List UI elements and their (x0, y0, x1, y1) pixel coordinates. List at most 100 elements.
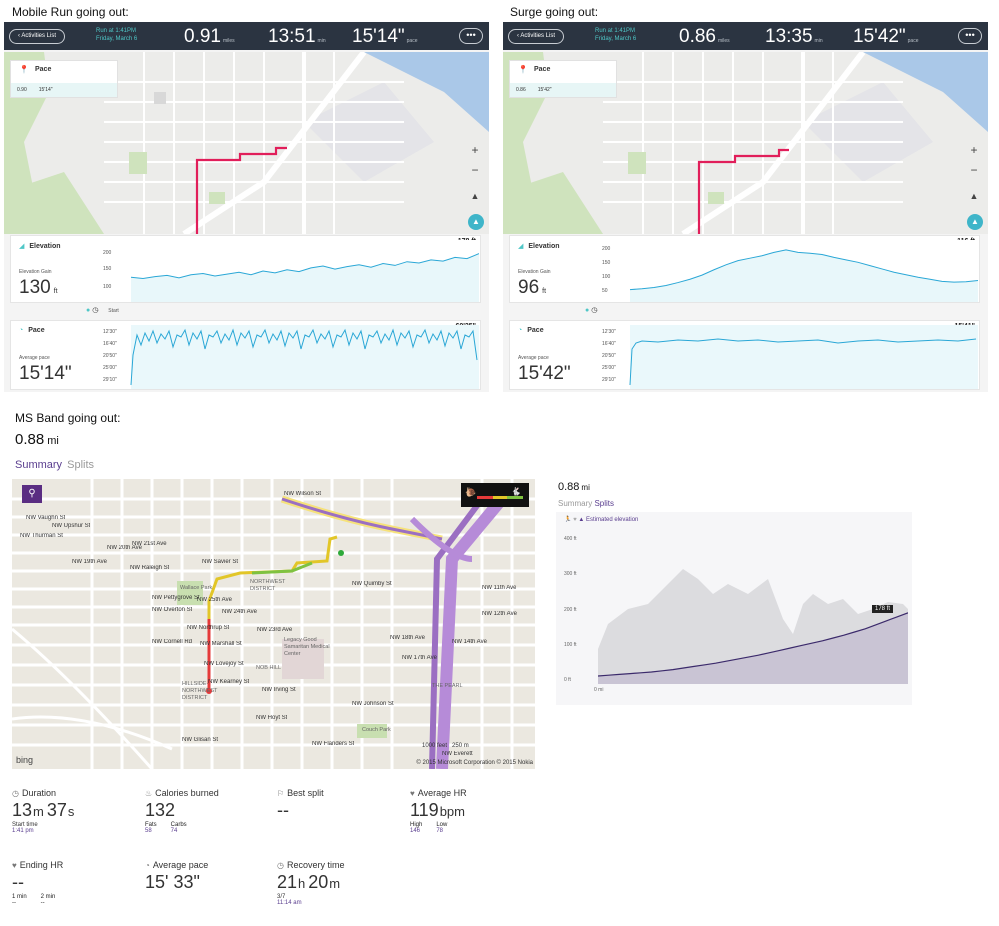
svg-text:🐇: 🐇 (511, 486, 521, 496)
pace-icon: ◔ (19, 327, 24, 334)
map-pace-box: 📍 Pace 0.86 15'42" (509, 60, 617, 98)
mobile-run-map[interactable]: 📍 Pace 0.90 15'14" + − ▲ ▲ (4, 52, 489, 234)
y-tick: 16'40" (602, 341, 616, 347)
recenter-icon[interactable]: ▲ (468, 214, 484, 230)
street-label: NW Wilson St (284, 491, 322, 497)
location-pin-icon: 📍 (518, 65, 528, 74)
street-label: NW 17th Ave (402, 655, 437, 661)
avg-pace-value: 15'14" (19, 363, 72, 384)
elevation-icon: ◢ (19, 243, 25, 250)
start-label: Start (108, 308, 119, 314)
pin-icon[interactable]: ● (585, 307, 590, 314)
place-label: Wallace Park (180, 585, 213, 591)
street-label: NW Marshall St (200, 641, 242, 647)
pace-chart-box: ◔ Pace Average pace 15'42" 12'30" 16'40" … (509, 320, 980, 390)
run-info: Run at 1:41PM Friday, March 6 (96, 28, 138, 42)
y-tick: 150 (103, 266, 112, 272)
clock-icon: ◷ (12, 789, 19, 798)
run-info: Run at 1:41PM Friday, March 6 (595, 28, 637, 42)
ms-band-distance: 0.88 mi (15, 431, 59, 448)
more-button[interactable]: ••• (459, 28, 483, 44)
street-label: NW 25th Ave (197, 597, 232, 603)
y-tick: 50 (602, 288, 608, 294)
y-tick: 29'10" (602, 377, 616, 383)
activities-list-button[interactable]: ‹ Activities List (508, 29, 564, 44)
zoom-out-icon[interactable]: − (471, 163, 479, 177)
flame-icon: ♨ (145, 789, 153, 798)
ms-band-elevation-panel: 0.88 mi Summary Splits 🏃 ♥ ▲ Estimated el… (556, 479, 912, 705)
mountain-icon[interactable]: ▲ (578, 517, 585, 523)
y-tick: 0 ft (564, 677, 571, 683)
surge-panel: ‹ Activities List Run at 1:41PM Friday, … (503, 22, 988, 392)
street-label: NW Lovejoy St (204, 661, 244, 667)
runner-icon[interactable]: 🏃 (564, 517, 572, 523)
search-icon[interactable]: ⚲ (22, 485, 42, 503)
clock-icon[interactable]: ◷ (591, 307, 598, 314)
elevation-icon: ◢ (518, 243, 524, 250)
place-label: NOB HILL (256, 665, 282, 671)
street-label: NW Kearney St (208, 679, 250, 685)
street-label: NW Thurman St (20, 533, 63, 539)
heart-icon: ♥ (12, 861, 17, 870)
street-label: NW 19th Ave (72, 559, 107, 565)
street-label: NW Vaughn St (26, 515, 66, 521)
duration-stat: 13:51 min (268, 26, 326, 47)
y-tick: 20'50" (103, 353, 117, 359)
tab-splits[interactable]: Splits (67, 459, 95, 471)
location-pin-icon: 📍 (19, 65, 29, 74)
estimated-elevation-line (598, 612, 908, 677)
tab-splits[interactable]: Splits (594, 499, 615, 508)
pace-stat: 15'42" pace (853, 26, 919, 47)
terrain-icon[interactable]: ▲ (470, 191, 480, 201)
street-label: NW Overton St (152, 607, 193, 613)
street-label: NW Irving St (262, 687, 296, 693)
surge-topbar: ‹ Activities List Run at 1:41PM Friday, … (503, 22, 988, 50)
y-tick: 300 ft (564, 571, 577, 577)
zoom-out-icon[interactable]: − (970, 163, 978, 177)
street-label: NW 24th Ave (222, 609, 257, 615)
pin-icon[interactable]: ● (86, 307, 91, 314)
mobile-run-title: Mobile Run going out: (12, 5, 129, 19)
street-label: NW Johnson St (352, 701, 394, 707)
zoom-in-icon[interactable]: + (471, 143, 479, 157)
calories-stat: ♨ Calories burned 132 Fats 58 Carbs 74 (145, 788, 219, 834)
distance-stat: 0.86 miles (679, 26, 730, 47)
avg-pace-label: Average pace (19, 355, 50, 361)
heart-icon[interactable]: ♥ (573, 517, 577, 523)
street-label: NW Glisan St (182, 737, 219, 743)
place-label: Legacy Good Samaritan Medical Center (284, 637, 330, 657)
flag-icon: ⚐ (277, 789, 285, 798)
tab-summary[interactable]: Summary (15, 459, 63, 471)
ms-band-map[interactable]: ⚲ 🐌 🐇 bing 1000 feet 250 m © 2015 Micros… (12, 479, 535, 769)
street-label: NW 20th Ave (107, 545, 142, 551)
surge-title: Surge going out: (510, 5, 599, 19)
elev-peak-label: 178 ft (872, 605, 894, 613)
street-label: NW Pettygrove St (152, 595, 200, 601)
map-pace-box: 📍 Pace 0.90 15'14" (10, 60, 118, 98)
best-split-stat: ⚐ Best split -- (277, 788, 324, 820)
average-pace-stat: ◔ Average pace 15' 33" (145, 860, 209, 892)
street-label: NW 14th Ave (452, 639, 487, 645)
x-start: 0 mi (594, 687, 604, 693)
elevation-area (131, 253, 479, 302)
street-label: NW Everett (442, 751, 473, 757)
place-label: THE PEARL (432, 683, 463, 689)
elevation-chart-box: ◢ Elevation Elevation Gain 96 ft 200 150 1… (509, 235, 980, 303)
elevation-gain-value: 96 ft (518, 277, 547, 298)
surge-map[interactable]: 📍 Pace 0.86 15'42" + − ▲ ▲ (503, 52, 988, 234)
zoom-in-icon[interactable]: + (970, 143, 978, 157)
clock-icon[interactable]: ◷ (92, 307, 99, 314)
pace-chart (130, 325, 479, 389)
terrain-icon[interactable]: ▲ (969, 191, 979, 201)
street-label: NW 21st Ave (132, 541, 167, 547)
tab-summary[interactable]: Summary (558, 499, 593, 508)
more-button[interactable]: ••• (958, 28, 982, 44)
distance-stat: 0.91 miles (184, 26, 235, 47)
bing-logo: bing (16, 755, 34, 765)
activities-list-button[interactable]: ‹ Activities List (9, 29, 65, 44)
y-tick: 25'00" (602, 365, 616, 371)
pace-icon: ◔ (518, 327, 523, 334)
heart-icon: ♥ (410, 789, 415, 798)
place-label: HILLSIDE-NORTHWEST DISTRICT (182, 681, 218, 701)
recenter-icon[interactable]: ▲ (967, 214, 983, 230)
